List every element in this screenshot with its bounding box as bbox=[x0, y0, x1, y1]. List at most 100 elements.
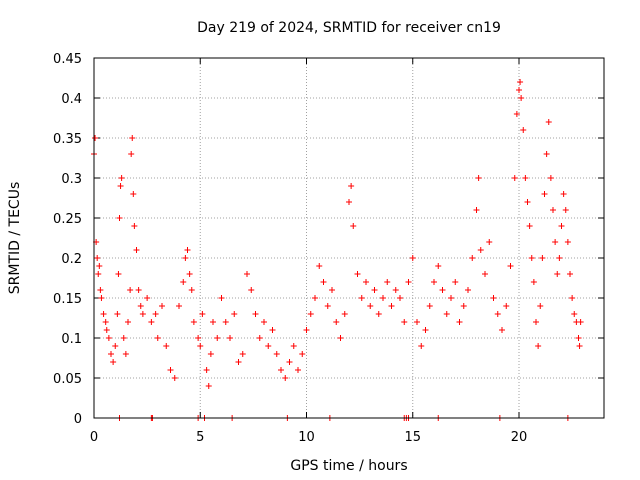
data-point bbox=[248, 287, 255, 293]
data-point bbox=[105, 335, 112, 341]
data-point bbox=[550, 207, 556, 213]
data-point bbox=[108, 351, 114, 357]
data-point bbox=[137, 303, 144, 309]
data-point bbox=[564, 239, 571, 245]
data-point bbox=[97, 287, 104, 293]
data-point bbox=[152, 311, 159, 317]
data-point bbox=[337, 335, 344, 341]
data-point bbox=[524, 199, 531, 205]
data-point bbox=[528, 255, 535, 261]
data-point bbox=[282, 375, 289, 381]
chart-title: Day 219 of 2024, SRMTID for receiver cn1… bbox=[197, 20, 501, 36]
data-point bbox=[392, 287, 399, 293]
data-point bbox=[231, 311, 238, 317]
data-point bbox=[214, 335, 221, 341]
data-point bbox=[98, 295, 105, 301]
data-point bbox=[207, 351, 214, 357]
data-point bbox=[384, 279, 391, 285]
data-point bbox=[431, 279, 437, 285]
data-point bbox=[543, 151, 550, 157]
data-point bbox=[465, 287, 471, 293]
data-point bbox=[195, 335, 202, 341]
data-point bbox=[130, 191, 137, 197]
data-point bbox=[316, 263, 323, 269]
data-point bbox=[346, 199, 352, 205]
data-point bbox=[128, 151, 135, 157]
data-point bbox=[303, 327, 310, 333]
data-point bbox=[414, 319, 420, 325]
y-tick-label: 0.25 bbox=[53, 212, 82, 227]
data-point bbox=[197, 343, 204, 349]
data-point bbox=[567, 271, 573, 277]
x-tick-label: 5 bbox=[196, 430, 204, 445]
data-point bbox=[388, 303, 395, 309]
data-point bbox=[133, 247, 140, 253]
data-point bbox=[118, 175, 125, 181]
y-tick-label: 0.3 bbox=[61, 172, 82, 187]
data-point bbox=[517, 79, 524, 85]
data-point bbox=[154, 335, 161, 341]
data-point bbox=[127, 287, 134, 293]
data-point bbox=[103, 327, 110, 333]
data-point bbox=[180, 279, 187, 285]
data-point bbox=[171, 375, 178, 381]
y-tick-label: 0.05 bbox=[53, 372, 82, 387]
data-point bbox=[244, 271, 250, 277]
data-point bbox=[537, 303, 544, 309]
data-point bbox=[159, 303, 165, 309]
x-tick-label: 10 bbox=[298, 430, 315, 445]
data-point bbox=[329, 287, 335, 293]
data-point bbox=[324, 303, 331, 309]
data-point bbox=[539, 255, 546, 261]
data-point bbox=[535, 343, 542, 349]
y-tick-label: 0 bbox=[74, 412, 82, 427]
data-point bbox=[96, 263, 103, 269]
data-point bbox=[569, 295, 576, 301]
data-point bbox=[265, 343, 272, 349]
y-tick-label: 0.45 bbox=[53, 52, 82, 67]
y-tick-label: 0.15 bbox=[53, 292, 82, 307]
data-point bbox=[94, 255, 101, 261]
data-point bbox=[552, 239, 559, 245]
data-point bbox=[499, 327, 505, 333]
data-point bbox=[210, 319, 216, 325]
data-point bbox=[92, 135, 99, 141]
data-point bbox=[560, 191, 567, 197]
data-point bbox=[269, 327, 276, 333]
data-point bbox=[503, 303, 510, 309]
data-point bbox=[522, 175, 529, 181]
data-point bbox=[473, 207, 480, 213]
x-tick-label: 15 bbox=[404, 430, 421, 445]
data-point bbox=[520, 127, 527, 133]
data-point bbox=[358, 295, 365, 301]
data-point bbox=[401, 319, 408, 325]
data-point bbox=[184, 247, 191, 253]
data-point bbox=[199, 311, 206, 317]
grid-lines bbox=[94, 58, 604, 418]
data-point bbox=[418, 343, 425, 349]
data-point bbox=[348, 183, 355, 189]
data-point bbox=[205, 383, 212, 389]
data-point bbox=[477, 247, 484, 253]
x-tick-label: 20 bbox=[511, 430, 528, 445]
data-point bbox=[312, 295, 318, 301]
data-point bbox=[341, 311, 348, 317]
data-point bbox=[530, 279, 537, 285]
data-point bbox=[554, 271, 561, 277]
data-point bbox=[139, 311, 146, 317]
data-point bbox=[203, 367, 210, 373]
data-point bbox=[448, 295, 454, 301]
data-point bbox=[307, 311, 314, 317]
data-point bbox=[422, 327, 429, 333]
data-point bbox=[507, 263, 514, 269]
data-point bbox=[443, 311, 450, 317]
data-point bbox=[100, 311, 107, 317]
data-point bbox=[227, 335, 233, 341]
data-point bbox=[575, 335, 582, 341]
data-point bbox=[295, 367, 301, 373]
data-point bbox=[490, 295, 497, 301]
data-point bbox=[405, 279, 412, 285]
data-point bbox=[577, 319, 584, 325]
data-point bbox=[333, 319, 340, 325]
